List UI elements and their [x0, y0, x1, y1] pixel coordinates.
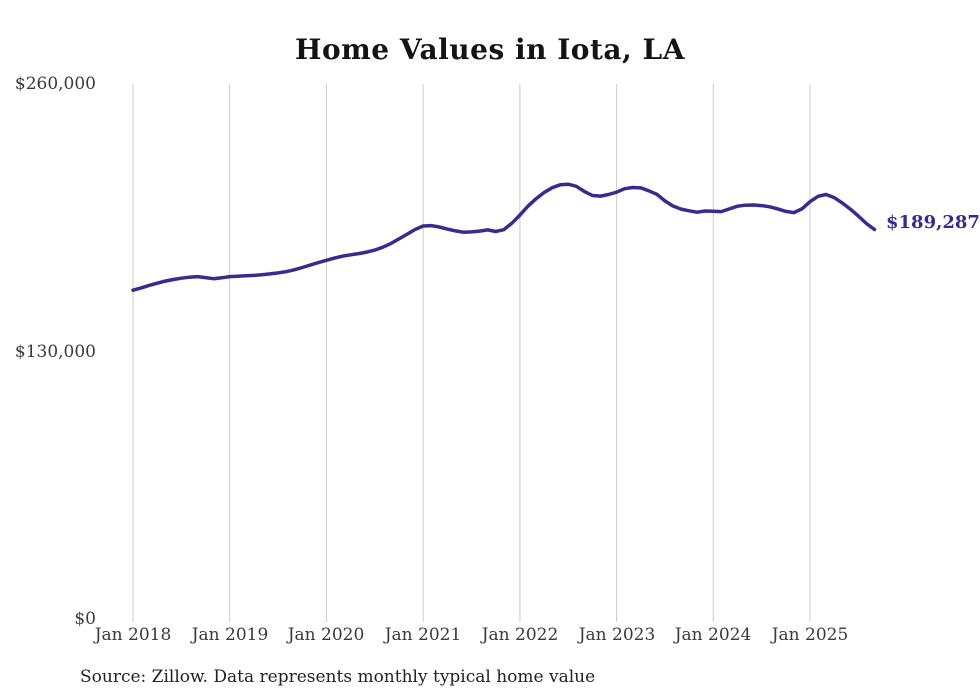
- x-tick-label: Jan 2021: [384, 625, 462, 645]
- home-value-line: [131, 182, 877, 292]
- x-tick-label: Jan 2022: [481, 625, 559, 645]
- x-tick-label: Jan 2019: [191, 625, 269, 645]
- y-tick-label: $0: [74, 609, 96, 629]
- y-tick-label: $260,000: [14, 74, 96, 94]
- y-tick-label: $130,000: [14, 342, 96, 362]
- source-note: Source: Zillow. Data represents monthly …: [80, 667, 596, 687]
- x-tick-label: Jan 2018: [94, 625, 172, 645]
- x-tick-label: Jan 2025: [771, 625, 849, 645]
- x-tick-label: Jan 2020: [287, 625, 365, 645]
- x-tick-label: Jan 2024: [674, 625, 752, 645]
- chart-title: Home Values in Iota, LA: [295, 33, 685, 66]
- latest-value-label: $189,287: [886, 212, 980, 233]
- x-tick-label: Jan 2023: [578, 625, 656, 645]
